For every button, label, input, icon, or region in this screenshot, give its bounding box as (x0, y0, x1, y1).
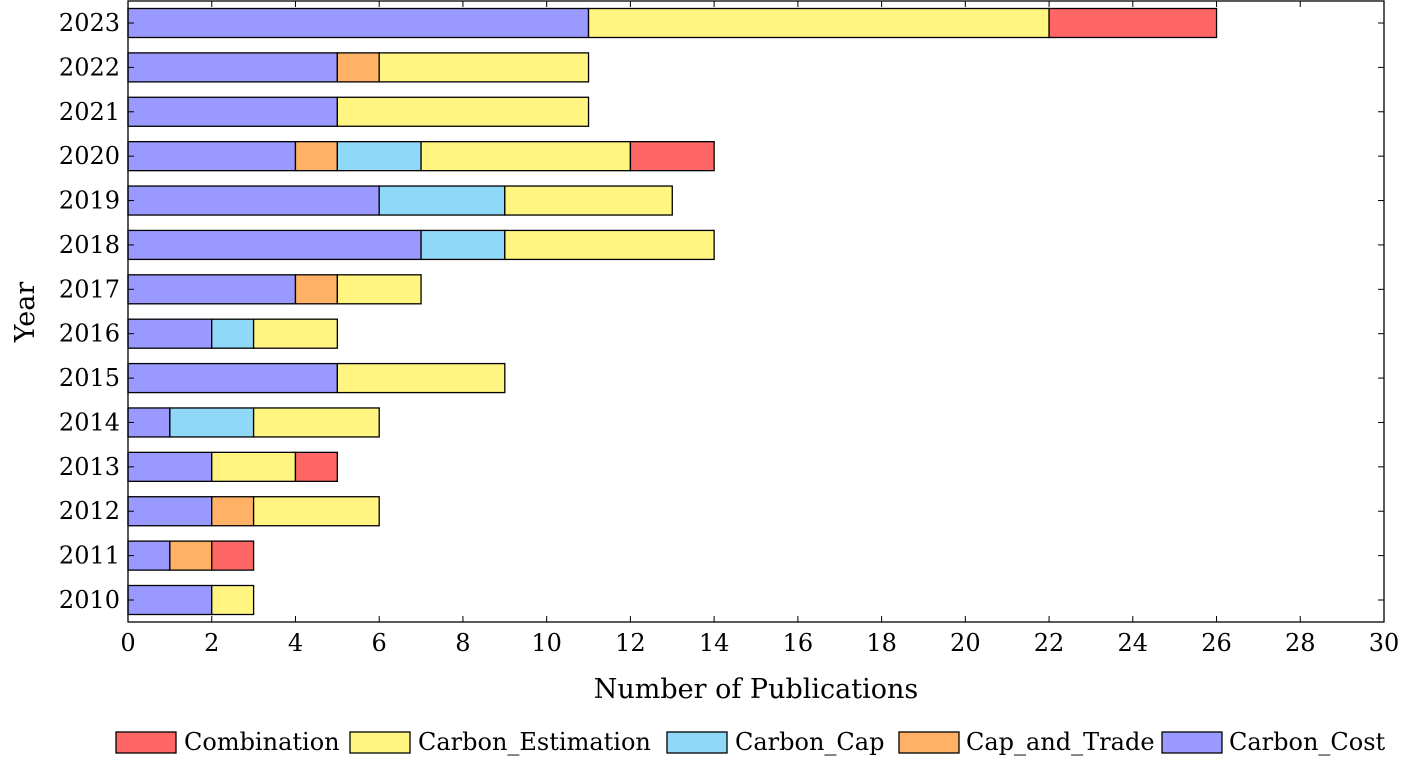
bar-2017-carbon-estimation (336, 274, 422, 305)
y-tick-label: 2013 (59, 453, 120, 481)
bar-2016-carbon-cost (127, 318, 213, 349)
legend-label-carbon-estimation: Carbon_Estimation (418, 728, 651, 756)
y-tick-label: 2017 (59, 275, 120, 303)
y-tick-label: 2021 (59, 98, 120, 126)
bar-2017-carbon-cost (127, 274, 297, 305)
bar-2019-carbon-estimation (504, 185, 673, 216)
legend-swatch-cap-and-trade (898, 731, 960, 754)
bar-2014-carbon-estimation (252, 407, 380, 438)
bar-2013-carbon-cost (127, 451, 213, 482)
bar-2020-combination (629, 141, 715, 172)
y-tick-label: 2020 (59, 142, 120, 170)
bar-2011-cap-and-trade (169, 540, 213, 571)
x-tick-label: 6 (372, 629, 387, 657)
x-tick-label: 16 (783, 629, 814, 657)
bars-layer (127, 7, 1218, 616)
bar-2022-carbon-estimation (378, 52, 590, 83)
bar-2018-carbon-cap (420, 229, 506, 261)
x-tick-label: 26 (1201, 629, 1232, 657)
y-tick-label: 2011 (59, 542, 120, 570)
x-axis-title: Number of Publications (594, 674, 919, 705)
y-tick-label: 2015 (59, 364, 120, 392)
bar-2021-carbon-estimation (336, 96, 590, 127)
legend-swatch-carbon-cost (1161, 731, 1223, 754)
bar-2012-carbon-cost (127, 496, 213, 527)
x-tick-label: 28 (1285, 629, 1316, 657)
y-tick-label: 2023 (59, 9, 120, 37)
bar-2023-carbon-cost (127, 7, 590, 39)
x-tick-label: 8 (455, 629, 470, 657)
legend-label-cap-and-trade: Cap_and_Trade (966, 728, 1155, 756)
legend: Combination Carbon_Estimation Carbon_Cap Ca… (115, 728, 1386, 756)
x-tick-label: 12 (615, 629, 646, 657)
legend-label-combination: Combination (184, 728, 340, 756)
bar-2020-carbon-cost (127, 141, 297, 172)
x-tick-label: 20 (950, 629, 981, 657)
x-tick-label: 22 (1034, 629, 1065, 657)
bar-2019-carbon-cap (378, 185, 506, 216)
bar-2010-carbon-estimation (211, 584, 255, 616)
bar-2016-carbon-estimation (252, 318, 338, 349)
bar-2023-carbon-estimation (587, 7, 1050, 39)
y-axis-title: Year (10, 282, 41, 344)
bar-2020-cap-and-trade (294, 141, 338, 172)
y-tick-label: 2019 (59, 187, 120, 215)
x-tick-label: 10 (531, 629, 562, 657)
bar-2017-cap-and-trade (294, 274, 338, 305)
bar-2013-combination (294, 451, 338, 482)
x-tick-label: 24 (1118, 629, 1149, 657)
y-tick-label: 2018 (59, 231, 120, 259)
bar-2015-carbon-estimation (336, 362, 506, 394)
bar-2012-cap-and-trade (211, 496, 255, 527)
ticks-layer (127, 1, 1385, 622)
y-tick-label: 2010 (59, 586, 120, 614)
bar-2014-carbon-cap (169, 407, 255, 438)
bar-2022-carbon-cost (127, 52, 338, 83)
bar-2018-carbon-estimation (504, 229, 715, 261)
x-tick-label: 0 (120, 629, 135, 657)
bar-2018-carbon-cost (127, 229, 422, 261)
legend-label-carbon-cost: Carbon_Cost (1229, 728, 1386, 756)
legend-swatch-carbon-estimation (349, 731, 411, 754)
bar-2019-carbon-cost (127, 185, 380, 216)
y-tick-label: 2012 (59, 497, 120, 525)
bar-2020-carbon-cap (336, 141, 422, 172)
x-tick-label: 30 (1369, 629, 1400, 657)
y-tick-label: 2014 (59, 408, 120, 436)
bar-2015-carbon-cost (127, 362, 338, 394)
x-tick-label: 14 (699, 629, 730, 657)
legend-swatch-carbon-cap (666, 731, 728, 754)
bar-2022-cap-and-trade (336, 52, 380, 83)
plot-frame (127, 0, 1385, 623)
x-tick-label: 2 (204, 629, 219, 657)
tick-labels-layer: 0 2 4 6 8 10 12 14 16 18 20 22 24 26 28 302010201120122… (59, 9, 1399, 657)
y-tick-label: 2016 (59, 320, 120, 348)
x-tick-label: 4 (288, 629, 303, 657)
bar-2023-combination (1048, 7, 1218, 39)
legend-swatch-combination (115, 731, 177, 754)
bar-2020-carbon-estimation (420, 141, 632, 172)
bar-2010-carbon-cost (127, 584, 213, 616)
y-tick-label: 2022 (59, 53, 120, 81)
bar-2012-carbon-estimation (252, 496, 380, 527)
bar-2021-carbon-cost (127, 96, 338, 127)
bar-2013-carbon-estimation (211, 451, 297, 482)
bar-2016-carbon-cap (211, 318, 255, 349)
bar-2014-carbon-cost (127, 407, 171, 438)
x-tick-label: 18 (866, 629, 897, 657)
bar-2011-combination (211, 540, 255, 571)
bar-2011-carbon-cost (127, 540, 171, 571)
legend-label-carbon-cap: Carbon_Cap (735, 728, 884, 756)
